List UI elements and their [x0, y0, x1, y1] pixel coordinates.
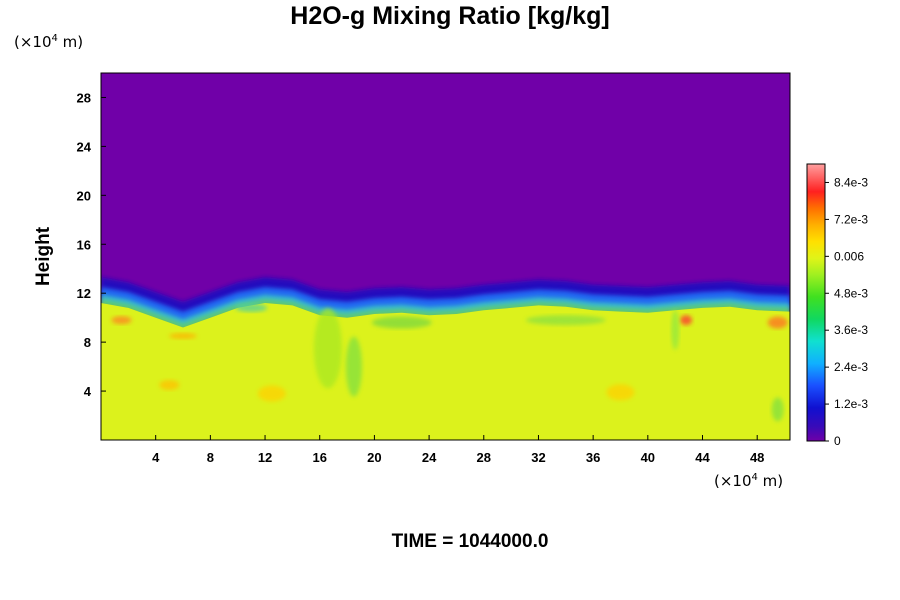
y-tick-label: 16 [77, 237, 91, 252]
warm-edge-left [111, 316, 132, 325]
descending-plume [313, 308, 342, 389]
hotspot-1 [680, 315, 693, 326]
plot-frame [100, 72, 791, 441]
colorbar-tick-label: 3.6e-3 [834, 323, 868, 337]
y-tick-label: 8 [84, 335, 91, 350]
y-axis-label: Height [33, 226, 54, 286]
moist-layer-features [111, 303, 788, 422]
plume-3 [671, 309, 680, 350]
interface-mix-1 [371, 316, 432, 329]
x-tick-label: 8 [207, 450, 214, 465]
x-tick-label: 48 [750, 450, 764, 465]
x-tick-label: 28 [477, 450, 491, 465]
time-label: TIME = 1044000.0 [391, 531, 549, 552]
y-tick-label: 28 [77, 90, 91, 105]
x-tick-label: 12 [258, 450, 272, 465]
edge-blob [771, 397, 784, 422]
interface-mix-3 [235, 303, 268, 312]
interface-mix-2 [525, 315, 606, 326]
x-tick-label: 44 [695, 450, 710, 465]
eddy-2 [606, 384, 635, 401]
y-tick-label: 4 [84, 384, 92, 399]
colorbar-tick-label: 4.8e-3 [834, 286, 868, 300]
y-axis-ticks: 4 8 12 16 20 24 28 [77, 90, 106, 399]
colorbar-tick-label: 1.2e-3 [834, 397, 868, 411]
colorbar-tick-label: 8.4e-3 [834, 175, 868, 189]
colorbar-tick-label: 7.2e-3 [834, 212, 868, 226]
eddy-1 [257, 385, 286, 402]
x-axis-unit-label: (×104 m) [714, 472, 784, 490]
chart-title: H2O-g Mixing Ratio [kg/kg] [290, 2, 610, 30]
x-axis-ticks: 4 8 12 16 20 24 28 32 36 40 44 48 [152, 435, 764, 465]
moist-layer [101, 303, 790, 440]
eddy-3 [159, 379, 180, 390]
colorbar-tick-label: 0.006 [834, 249, 864, 263]
colorbar [806, 163, 826, 442]
y-axis-unit-label: (×104 m) [14, 33, 84, 51]
x-tick-label: 20 [367, 450, 381, 465]
x-tick-label: 32 [531, 450, 545, 465]
x-tick-label: 4 [152, 450, 160, 465]
descending-plume-2 [345, 336, 362, 397]
x-tick-label: 24 [422, 450, 437, 465]
colorbar-tick-label: 0 [834, 434, 841, 448]
colorbar-tick-label: 2.4e-3 [834, 360, 868, 374]
x-tick-label: 16 [312, 450, 326, 465]
y-tick-label: 24 [77, 139, 92, 154]
warm-streak-1 [169, 333, 198, 340]
warm-edge-right [767, 316, 788, 329]
heatmap-field [101, 73, 790, 440]
x-tick-label: 36 [586, 450, 600, 465]
x-tick-label: 40 [641, 450, 655, 465]
y-tick-label: 12 [77, 286, 91, 301]
colorbar-ticks: 0 1.2e-3 2.4e-3 3.6e-3 4.8e-3 0.006 7.2e-3 8.4e… [825, 175, 868, 448]
y-tick-label: 20 [77, 188, 91, 203]
